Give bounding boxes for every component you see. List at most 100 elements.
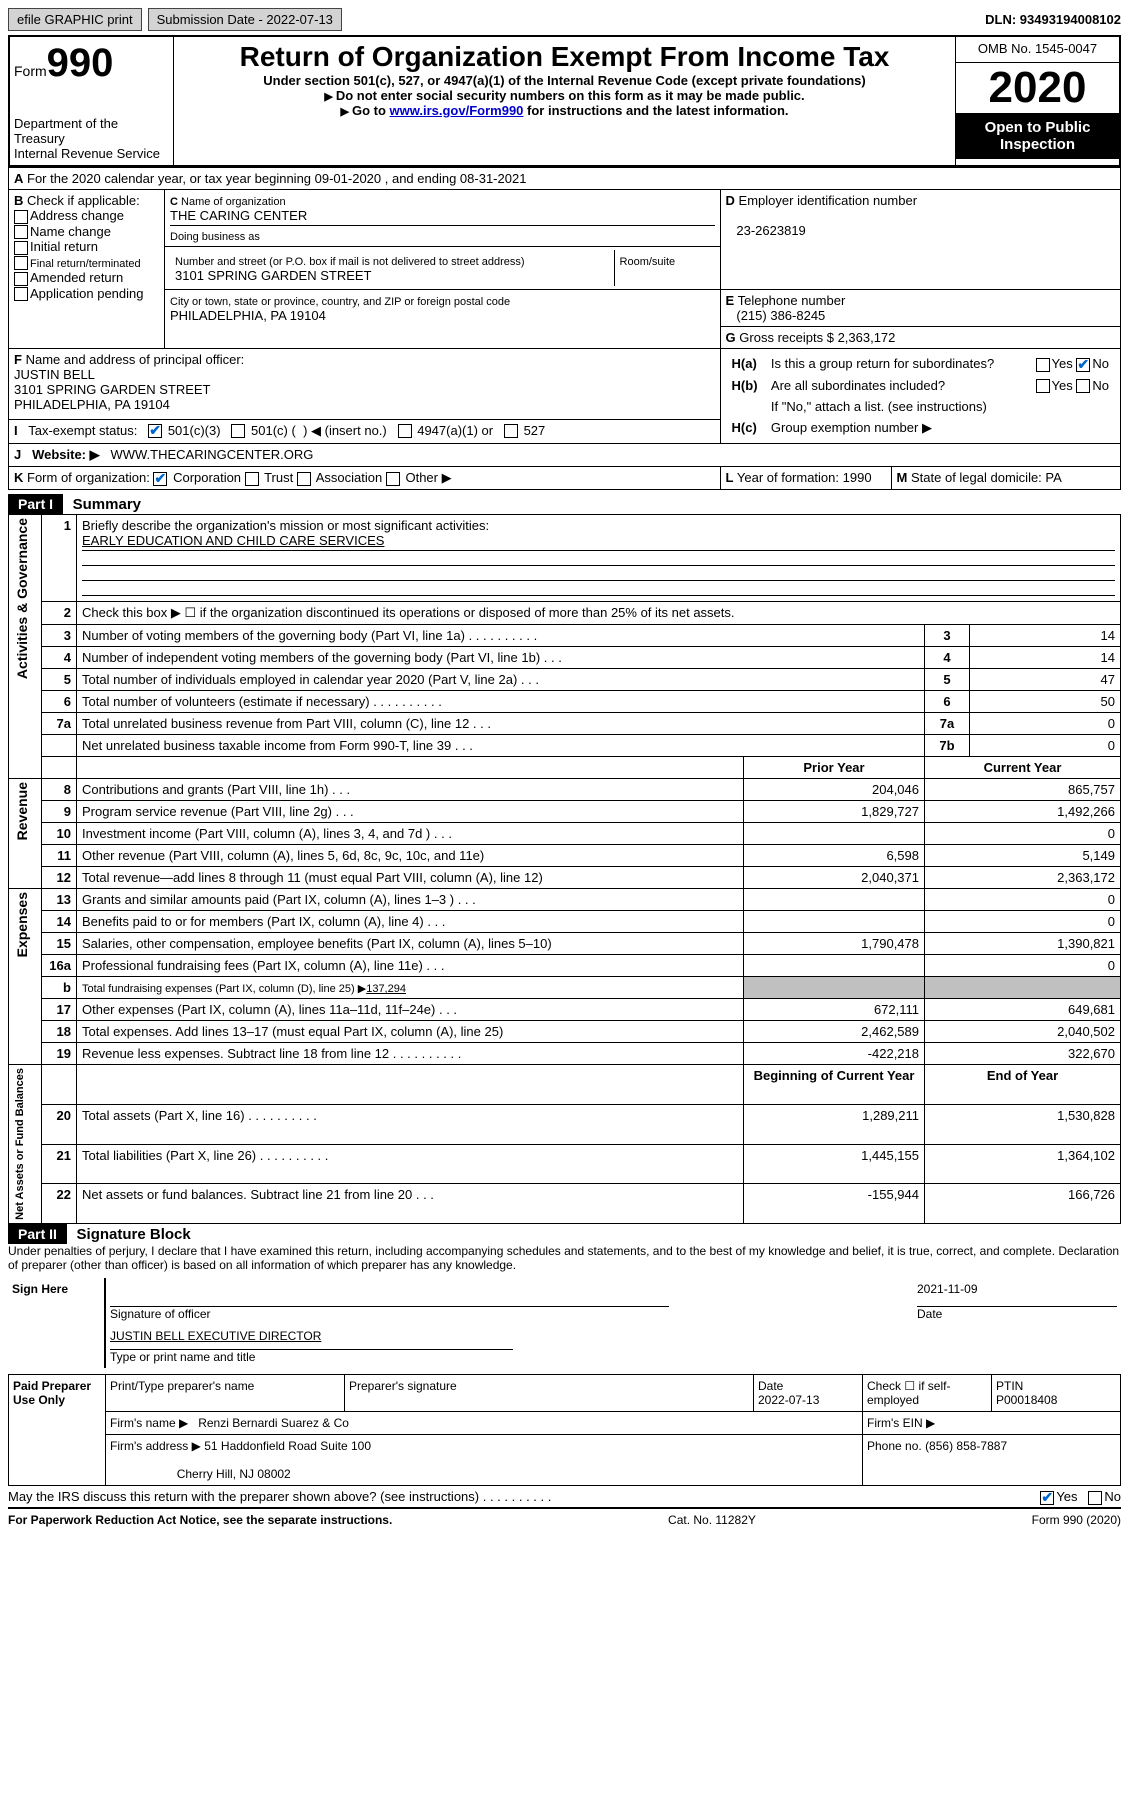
officer-name: JUSTIN BELL bbox=[14, 367, 95, 382]
l14: Benefits paid to or for members (Part IX… bbox=[82, 914, 445, 929]
sig-officer-label: Signature of officer bbox=[110, 1307, 211, 1321]
prep-sig-l: Preparer's signature bbox=[349, 1379, 457, 1393]
sect-exp: Expenses bbox=[14, 892, 30, 957]
l13: Grants and similar amounts paid (Part IX… bbox=[82, 892, 476, 907]
j-label: Website: ▶ bbox=[32, 447, 100, 462]
k-assoc: Association bbox=[316, 470, 382, 485]
l12: Total revenue—add lines 8 through 11 (mu… bbox=[82, 870, 543, 885]
subtitle-1: Under section 501(c), 527, or 4947(a)(1)… bbox=[178, 73, 951, 88]
discuss-no: No bbox=[1104, 1489, 1121, 1504]
perjury-text: Under penalties of perjury, I declare th… bbox=[8, 1244, 1121, 1272]
sect-ag: Activities & Governance bbox=[14, 518, 30, 679]
firm-ein-l: Firm's EIN ▶ bbox=[867, 1416, 935, 1430]
b-opt-3: Final return/terminated bbox=[30, 258, 141, 270]
firm-name-l: Firm's name ▶ bbox=[110, 1416, 188, 1430]
form990-link[interactable]: www.irs.gov/Form990 bbox=[390, 103, 524, 118]
city-state-zip: PHILADELPHIA, PA 19104 bbox=[170, 308, 326, 323]
l7b: Net unrelated business taxable income fr… bbox=[82, 738, 473, 753]
b-label: Check if applicable: bbox=[27, 193, 140, 208]
sign-here: Sign Here bbox=[8, 1278, 105, 1368]
end-hdr: End of Year bbox=[925, 1065, 1121, 1105]
website: WWW.THECARINGCENTER.ORG bbox=[110, 447, 313, 462]
efile-button[interactable]: efile GRAPHIC print bbox=[8, 8, 142, 31]
hc-label: Group exemption number ▶ bbox=[767, 418, 1113, 438]
l2: Check this box ▶ ☐ if the organization d… bbox=[77, 602, 1121, 625]
k-label: Form of organization: bbox=[27, 470, 150, 485]
part2-hdr: Part II bbox=[8, 1224, 67, 1244]
prep-date-v: 2022-07-13 bbox=[758, 1393, 819, 1407]
v7a: 0 bbox=[970, 713, 1121, 735]
ptin-v: P00018408 bbox=[996, 1393, 1057, 1407]
entity-block: A For the 2020 calendar year, or tax yea… bbox=[8, 167, 1121, 490]
paid-preparer-table: Paid Preparer Use Only Print/Type prepar… bbox=[8, 1374, 1121, 1486]
firm-addr2: Cherry Hill, NJ 08002 bbox=[177, 1467, 291, 1481]
c15: 1,390,821 bbox=[925, 933, 1121, 955]
addr-label: Number and street (or P.O. box if mail i… bbox=[175, 256, 525, 268]
c13: 0 bbox=[925, 889, 1121, 911]
dln: DLN: 93493194008102 bbox=[985, 12, 1121, 27]
l16b: Total fundraising expenses (Part IX, col… bbox=[82, 983, 366, 995]
c10: 0 bbox=[925, 823, 1121, 845]
sig-date-label: Date bbox=[917, 1307, 942, 1321]
m-label: State of legal domicile: bbox=[911, 470, 1042, 485]
l6: Total number of volunteers (estimate if … bbox=[82, 694, 442, 709]
hb-label: Are all subordinates included? bbox=[767, 376, 1021, 396]
irs: Internal Revenue Service bbox=[14, 146, 169, 161]
p9: 1,829,727 bbox=[744, 801, 925, 823]
officer-addr: 3101 SPRING GARDEN STREET bbox=[14, 382, 211, 397]
l11: Other revenue (Part VIII, column (A), li… bbox=[82, 848, 484, 863]
v5: 47 bbox=[970, 669, 1121, 691]
l19: Revenue less expenses. Subtract line 18 … bbox=[82, 1046, 461, 1061]
c22: 166,726 bbox=[925, 1184, 1121, 1224]
l16a: Professional fundraising fees (Part IX, … bbox=[82, 958, 444, 973]
top-bar: efile GRAPHIC print Submission Date - 20… bbox=[8, 8, 1121, 31]
current-hdr: Current Year bbox=[925, 757, 1121, 779]
p16a bbox=[744, 955, 925, 977]
footer-right: Form 990 (2020) bbox=[1032, 1513, 1121, 1527]
part1-title: Summary bbox=[73, 496, 141, 513]
line-a: For the 2020 calendar year, or tax year … bbox=[27, 171, 526, 186]
footer-mid: Cat. No. 11282Y bbox=[668, 1513, 756, 1527]
p18: 2,462,589 bbox=[744, 1021, 925, 1043]
c16a: 0 bbox=[925, 955, 1121, 977]
i-527: 527 bbox=[524, 423, 546, 438]
subtitle-3a: Go to bbox=[341, 103, 390, 118]
l-label: Year of formation: bbox=[737, 470, 839, 485]
c18: 2,040,502 bbox=[925, 1021, 1121, 1043]
p13 bbox=[744, 889, 925, 911]
phone-l: Phone no. bbox=[867, 1439, 922, 1453]
e-label: Telephone number bbox=[738, 293, 846, 308]
c8: 865,757 bbox=[925, 779, 1121, 801]
i-label: Tax-exempt status: bbox=[28, 423, 137, 438]
self-emp: Check ☐ if self-employed bbox=[867, 1379, 950, 1407]
hb-note: If "No," attach a list. (see instruction… bbox=[767, 397, 1113, 416]
v3: 14 bbox=[970, 625, 1121, 647]
org-name: THE CARING CENTER bbox=[170, 208, 307, 223]
subtitle-3b: for instructions and the latest informat… bbox=[523, 103, 788, 118]
gross-receipts: 2,363,172 bbox=[838, 330, 896, 345]
g-label: Gross receipts $ bbox=[739, 330, 834, 345]
b-opt-0: Address change bbox=[30, 208, 124, 223]
firm-addr-l: Firm's address ▶ bbox=[110, 1439, 201, 1453]
b-opt-1: Name change bbox=[30, 224, 111, 239]
c12: 2,363,172 bbox=[925, 867, 1121, 889]
domicile: PA bbox=[1045, 470, 1061, 485]
l17: Other expenses (Part IX, column (A), lin… bbox=[82, 1002, 457, 1017]
prior-hdr: Prior Year bbox=[744, 757, 925, 779]
street-address: 3101 SPRING GARDEN STREET bbox=[175, 268, 372, 283]
p19: -422,218 bbox=[744, 1043, 925, 1065]
begin-hdr: Beginning of Current Year bbox=[744, 1065, 925, 1105]
firm-name: Renzi Bernardi Suarez & Co bbox=[198, 1416, 349, 1430]
part2-title: Signature Block bbox=[77, 1226, 191, 1243]
dba-label: Doing business as bbox=[170, 231, 260, 243]
l15: Salaries, other compensation, employee b… bbox=[82, 936, 552, 951]
prep-name-l: Print/Type preparer's name bbox=[110, 1379, 254, 1393]
footer-left: For Paperwork Reduction Act Notice, see … bbox=[8, 1513, 392, 1527]
c14: 0 bbox=[925, 911, 1121, 933]
discuss-q: May the IRS discuss this return with the… bbox=[8, 1489, 551, 1504]
l1b: EARLY EDUCATION AND CHILD CARE SERVICES bbox=[82, 533, 384, 548]
p12: 2,040,371 bbox=[744, 867, 925, 889]
l5: Total number of individuals employed in … bbox=[82, 672, 539, 687]
ptin-l: PTIN bbox=[996, 1379, 1023, 1393]
i-501c-b: ) ◀ (insert no.) bbox=[303, 423, 387, 438]
